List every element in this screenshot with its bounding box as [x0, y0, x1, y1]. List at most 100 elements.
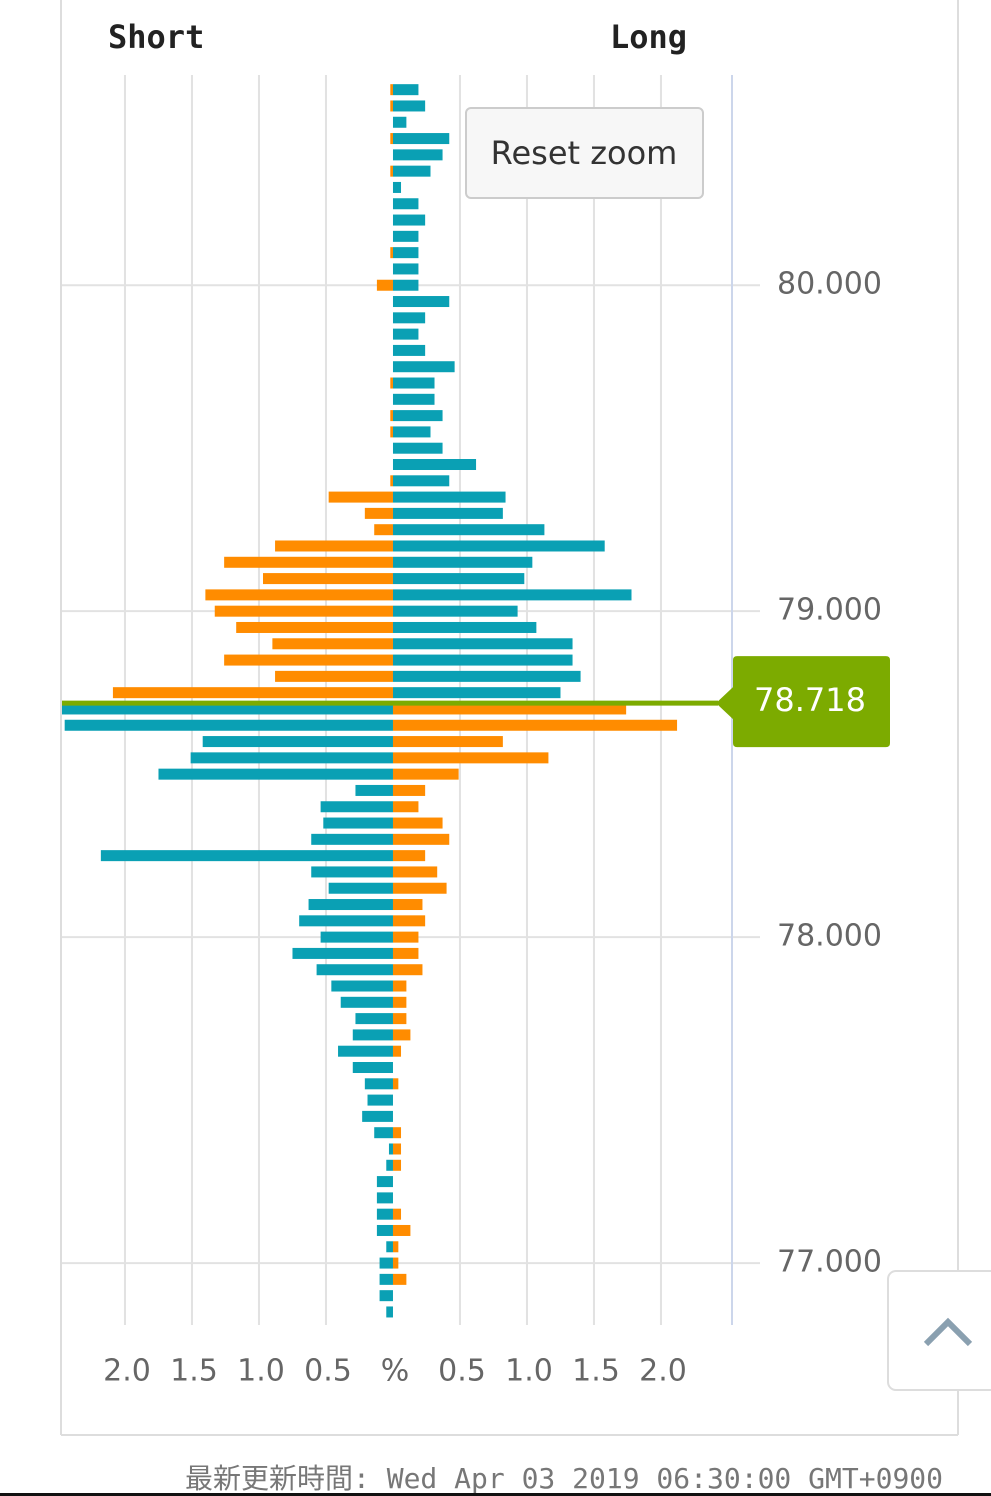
- bar: [311, 833, 393, 845]
- overlay: 78.718: [62, 656, 890, 748]
- bar: [392, 263, 419, 275]
- bar: [392, 410, 443, 422]
- bar: [392, 703, 627, 715]
- bar: [112, 687, 393, 699]
- bar: [379, 1257, 393, 1269]
- bar: [392, 964, 423, 976]
- reset-zoom-button[interactable]: Reset zoom: [465, 107, 704, 199]
- current-price-label: 78.718: [754, 681, 866, 719]
- bar: [392, 1241, 399, 1253]
- scroll-top-button[interactable]: [887, 1270, 991, 1391]
- bar: [392, 768, 459, 780]
- bar: [338, 1045, 393, 1057]
- bar: [392, 736, 503, 748]
- bar: [392, 1029, 411, 1041]
- x-tick-label: 2.0: [103, 1354, 151, 1389]
- bar: [392, 100, 426, 112]
- bar: [392, 393, 435, 405]
- bar: [392, 801, 419, 813]
- bar: [323, 817, 393, 829]
- bar: [224, 556, 393, 568]
- bar: [392, 214, 426, 226]
- bar: [367, 1094, 393, 1106]
- bar: [214, 605, 393, 617]
- bar: [340, 996, 393, 1008]
- bar: [392, 882, 447, 894]
- bar: [390, 377, 393, 389]
- bar: [392, 752, 549, 764]
- bar: [390, 426, 393, 438]
- bar: [388, 1143, 393, 1155]
- bar: [392, 491, 506, 503]
- bar: [392, 1224, 411, 1236]
- bar: [392, 377, 435, 389]
- bar: [364, 1078, 393, 1090]
- bar: [376, 1224, 393, 1236]
- bar: [392, 1013, 407, 1025]
- bar: [392, 931, 419, 943]
- bar: [392, 507, 503, 519]
- bar: [392, 247, 419, 259]
- bar: [392, 442, 443, 454]
- footer: 最新更新時間: Wed Apr 03 2019 06:30:00 GMT+090…: [185, 1462, 943, 1495]
- bar: [292, 947, 393, 959]
- x-tick-label: 1.0: [237, 1354, 285, 1389]
- bar: [392, 719, 678, 731]
- x-tick-label: 0.5: [304, 1354, 352, 1389]
- bottom-edge: [0, 1493, 991, 1496]
- bar: [374, 524, 393, 536]
- bar: [376, 1176, 393, 1188]
- reset-zoom-label[interactable]: Reset zoom: [491, 134, 678, 172]
- bar: [392, 181, 402, 193]
- bar: [64, 719, 393, 731]
- bar: [392, 833, 450, 845]
- bar: [390, 133, 393, 145]
- bar: [355, 784, 393, 796]
- bar: [392, 621, 537, 633]
- bar: [352, 1029, 393, 1041]
- bar: [316, 964, 393, 976]
- x-tick-label: %: [381, 1354, 410, 1389]
- y-tick-label: 79.000: [777, 593, 882, 628]
- bars: [62, 84, 678, 1318]
- bar: [205, 589, 393, 601]
- bar: [355, 1013, 393, 1025]
- bar: [275, 670, 393, 682]
- bar: [392, 687, 561, 699]
- bar: [100, 850, 393, 862]
- bar: [392, 116, 407, 128]
- bar: [379, 1290, 393, 1302]
- bar: [392, 426, 431, 438]
- x-tick-label: 2.0: [639, 1354, 687, 1389]
- bar: [379, 1273, 393, 1285]
- scroll-top-icon[interactable]: [923, 1317, 973, 1347]
- bar: [392, 230, 419, 242]
- short-header: Short: [108, 18, 204, 56]
- bar: [392, 296, 450, 308]
- bar: [392, 915, 426, 927]
- bar: [376, 279, 393, 291]
- bar: [392, 133, 450, 145]
- bar: [392, 638, 573, 650]
- bar: [311, 866, 393, 878]
- bar: [392, 654, 573, 666]
- bar: [328, 491, 393, 503]
- bar: [320, 801, 393, 813]
- bar: [386, 1159, 393, 1171]
- bar: [392, 361, 455, 373]
- reset-zoom-box[interactable]: [465, 107, 704, 199]
- current-price-box: [716, 656, 890, 748]
- bar: [236, 621, 393, 633]
- bar: [392, 1127, 402, 1139]
- y-tick-label: 78.000: [777, 919, 882, 954]
- bar: [392, 475, 450, 487]
- bar: [320, 931, 393, 943]
- bar: [392, 899, 423, 911]
- x-tick-label: 1.5: [170, 1354, 218, 1389]
- bar: [190, 752, 393, 764]
- bar: [392, 524, 545, 536]
- bar: [392, 1078, 399, 1090]
- bar: [328, 882, 393, 894]
- bar: [392, 605, 518, 617]
- bar: [392, 980, 407, 992]
